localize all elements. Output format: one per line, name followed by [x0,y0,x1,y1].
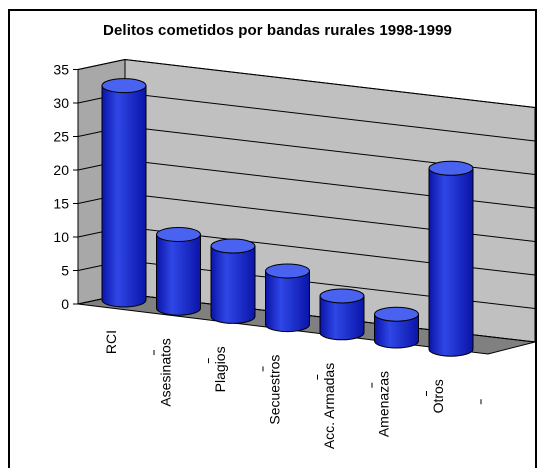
bar [374,306,419,349]
x-tick-label: RCI [103,330,119,354]
y-tick-label: 10 [53,229,69,245]
chart-title: Delitos cometidos por bandas rurales 199… [103,22,452,39]
x-tick-label: Amenazas [376,371,392,437]
bar [265,263,310,333]
bar-body [156,234,201,316]
x-tick-label: Secuestros [267,355,283,425]
y-tick-label: 25 [53,129,69,145]
y-tick-label: 30 [53,95,69,111]
bar [101,78,147,308]
bar-body [210,245,256,324]
bar-body [265,270,310,333]
bar-top [156,227,201,242]
bar-body [101,85,147,308]
x-tick-label: Asesinatos [158,338,174,406]
gridline [124,92,536,142]
bar [156,227,201,316]
y-tick-label: 0 [61,296,69,312]
y-tick-label: 15 [53,196,69,212]
x-tick-label: Acc. Armadas [321,363,337,449]
gridline-side [77,59,126,70]
bar-top [319,288,365,304]
bar [210,238,256,324]
bar-top [374,306,419,322]
bar [319,288,365,341]
y-tick-label: 35 [53,62,69,78]
bar [428,160,474,357]
bar-top [101,78,147,94]
bar-top [210,238,256,254]
bar-body [319,295,365,341]
bar-body [374,313,419,349]
bar-top [428,160,474,176]
x-tick-label: Otros [430,379,446,413]
bar-body [428,167,474,357]
bar-top [265,263,310,279]
x-tick-label: Plagios [212,346,228,392]
y-tick-label: 5 [61,263,69,279]
gridline [124,59,536,108]
y-tick-label: 20 [53,162,69,178]
